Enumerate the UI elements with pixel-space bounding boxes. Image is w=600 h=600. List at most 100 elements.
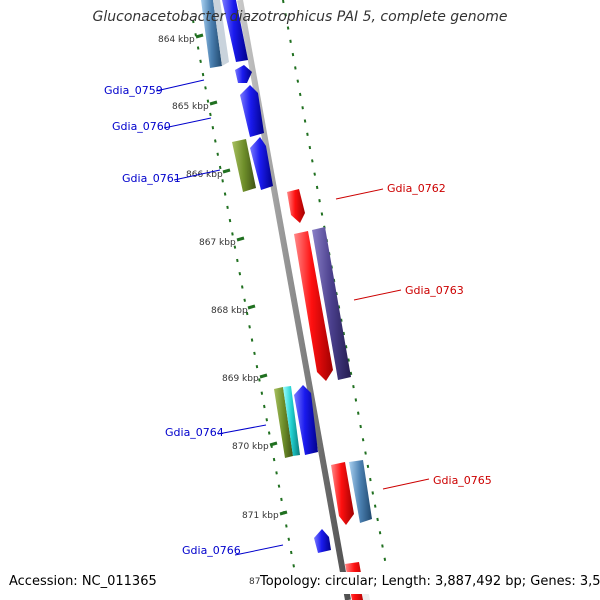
tick-marks [195, 33, 288, 516]
outer-tick-ring [282, 0, 387, 561]
ring-dash [287, 537, 291, 541]
ring-dash [347, 358, 350, 362]
ring-dash [238, 272, 242, 276]
gene-label-Gdia_0765[interactable]: Gdia_0765 [433, 474, 492, 487]
ring-dash [315, 185, 319, 190]
ring-dash [371, 491, 374, 495]
callout-line [353, 289, 402, 301]
gene-Gdia_0761-olive[interactable] [232, 139, 256, 192]
gene-label-Gdia_0766[interactable]: Gdia_0766 [182, 544, 241, 557]
gene-Gdia_0764[interactable] [294, 385, 318, 455]
ring-dash [342, 331, 345, 336]
gene-Gdia_0761[interactable] [250, 137, 273, 190]
ring-dash [282, 0, 285, 4]
gene-feature-partial-steel[interactable] [201, 0, 222, 68]
gene-Gdia_0763-purple[interactable] [312, 227, 351, 380]
ring-dash [292, 564, 295, 568]
ring-dash [381, 544, 384, 548]
ring-dash [369, 477, 372, 482]
gene-Gdia_0765-red[interactable] [331, 462, 354, 525]
ring-dash [231, 232, 234, 236]
gene-labels: Gdia_0759 Gdia_0760 Gdia_0761 Gdia_0762 … [104, 79, 492, 557]
map-title: Gluconacetobacter diazotrophicus PAI 5, … [92, 9, 508, 25]
gene-Gdia_0766[interactable] [314, 529, 331, 553]
ring-dash [280, 497, 283, 502]
gene-feature-partial-grey[interactable] [213, 0, 229, 66]
gene-Gdia_0759[interactable] [235, 65, 252, 83]
ring-dash [214, 139, 217, 143]
gene-Gdia_0764-olive[interactable] [274, 387, 293, 458]
ring-dash [294, 66, 297, 70]
cut-tick-label: 87 [249, 577, 261, 587]
tick-mark [195, 33, 204, 39]
ring-dash [352, 385, 355, 389]
tick-label: 866 kbp [186, 170, 223, 180]
gene-label-Gdia_0763[interactable]: Gdia_0763 [405, 284, 464, 297]
gene-Gdia_0765-steel[interactable] [349, 460, 372, 523]
tick-mark [259, 373, 268, 379]
callout-line [335, 188, 384, 200]
ring-dash [253, 351, 256, 356]
ring-dash [306, 132, 309, 136]
ring-dash [233, 245, 237, 249]
gene-Gdia_0763-red[interactable] [294, 231, 333, 381]
ring-dash [286, 26, 290, 30]
tick-labels: 864 kbp 865 kbp 866 kbp 867 kbp 868 kbp … [158, 35, 279, 521]
ring-dash [199, 59, 202, 63]
ring-dash [204, 86, 207, 90]
ring-dash [320, 212, 324, 216]
ring-dash [354, 398, 358, 402]
callout-line [173, 169, 221, 181]
ring-dash [218, 165, 222, 170]
gene-feature-partial-blue[interactable] [222, 0, 248, 62]
tick-label: 870 kbp [232, 442, 269, 452]
ring-dash [289, 39, 292, 43]
tick-mark [236, 236, 245, 242]
ring-dash [291, 52, 295, 57]
tick-mark [279, 510, 288, 516]
gene-label-Gdia_0759[interactable]: Gdia_0759 [104, 84, 163, 97]
ring-dash [337, 305, 341, 309]
ring-dash [275, 471, 278, 475]
ring-dash [192, 19, 195, 24]
tick-mark [209, 100, 218, 106]
callout-line [155, 79, 205, 92]
ring-dash [344, 345, 348, 349]
ring-dash [245, 311, 249, 316]
ring-dash [285, 524, 288, 528]
topology-text: Topology: circular; Length: 3,887,492 bp… [260, 574, 600, 589]
gene-label-Gdia_0762[interactable]: Gdia_0762 [387, 182, 446, 195]
ring-dash [383, 557, 387, 561]
gene-Gdia_0760[interactable] [240, 85, 264, 137]
ring-dash [308, 145, 312, 150]
ring-dash [349, 371, 353, 376]
ring-dash [376, 517, 379, 522]
ring-dash [196, 46, 200, 50]
accession-text: Accession: NC_011365 [9, 574, 157, 589]
ring-dash [263, 404, 266, 409]
ring-dash [206, 99, 210, 103]
ring-dash [228, 218, 232, 223]
callout-line [382, 478, 430, 490]
ring-dash [221, 179, 224, 183]
ring-dash [290, 550, 293, 555]
ring-dash [357, 411, 360, 415]
ring-dash [201, 72, 205, 77]
callout-line [217, 424, 267, 435]
ring-dash [209, 112, 212, 117]
tick-label: 869 kbp [222, 374, 259, 384]
ring-dash [248, 325, 251, 329]
ring-dash [277, 484, 281, 488]
tick-mark [247, 304, 256, 310]
tick-label: 868 kbp [211, 306, 248, 316]
ring-dash [236, 258, 239, 263]
ring-dash [366, 464, 370, 468]
gene-label-Gdia_0764[interactable]: Gdia_0764 [165, 426, 224, 439]
gene-label-Gdia_0760[interactable]: Gdia_0760 [112, 120, 171, 133]
gene-label-Gdia_0761[interactable]: Gdia_0761 [122, 172, 181, 185]
ring-dash [303, 119, 307, 123]
gene-Gdia_0764-cyan[interactable] [283, 386, 300, 456]
gene-Gdia_0762[interactable] [287, 189, 305, 223]
tick-label: 867 kbp [199, 238, 236, 248]
